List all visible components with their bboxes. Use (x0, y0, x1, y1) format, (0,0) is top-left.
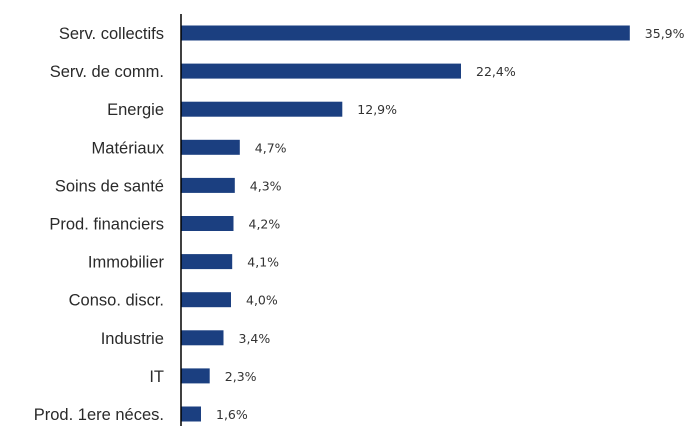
category-label: Serv. de comm. (50, 63, 164, 81)
bar (181, 216, 234, 231)
value-label: 22,4% (476, 64, 516, 79)
value-label: 4,1% (247, 255, 279, 270)
value-labels: 35,9% 22,4% 12,9% 4,7% 4,3% 4,2% 4,1% 4,0% 3,4% 2… (216, 26, 685, 422)
bars-group (181, 25, 630, 422)
category-label: Industrie (101, 330, 164, 348)
category-label: Prod. 1ere néces. (34, 406, 164, 424)
bar (181, 330, 224, 346)
bar (181, 63, 461, 79)
category-label: IT (149, 368, 164, 386)
value-label: 35,9% (645, 26, 685, 41)
bar (181, 254, 233, 270)
category-label: Soins de santé (55, 177, 164, 195)
bar (181, 406, 201, 422)
bar (181, 177, 235, 193)
category-labels: Serv. collectifs Serv. de comm. Energie Mat… (34, 25, 165, 424)
bar (181, 368, 210, 384)
category-label: Serv. collectifs (59, 25, 164, 43)
category-label: Prod. financiers (49, 216, 164, 234)
value-label: 1,6% (216, 407, 248, 422)
value-label: 3,4% (239, 331, 271, 346)
bar (181, 101, 343, 117)
bar (181, 139, 240, 155)
bar (181, 292, 231, 308)
category-label: Matériaux (92, 139, 165, 157)
value-label: 4,7% (255, 140, 287, 155)
category-label: Energie (107, 101, 164, 119)
bar (181, 25, 630, 41)
category-label: Conso. discr. (69, 292, 164, 310)
value-label: 12,9% (357, 102, 397, 117)
category-label: Immobilier (88, 254, 165, 272)
value-label: 4,0% (246, 293, 278, 308)
value-label: 4,3% (250, 178, 282, 193)
value-label: 4,2% (249, 217, 281, 232)
value-label: 2,3% (225, 369, 257, 384)
